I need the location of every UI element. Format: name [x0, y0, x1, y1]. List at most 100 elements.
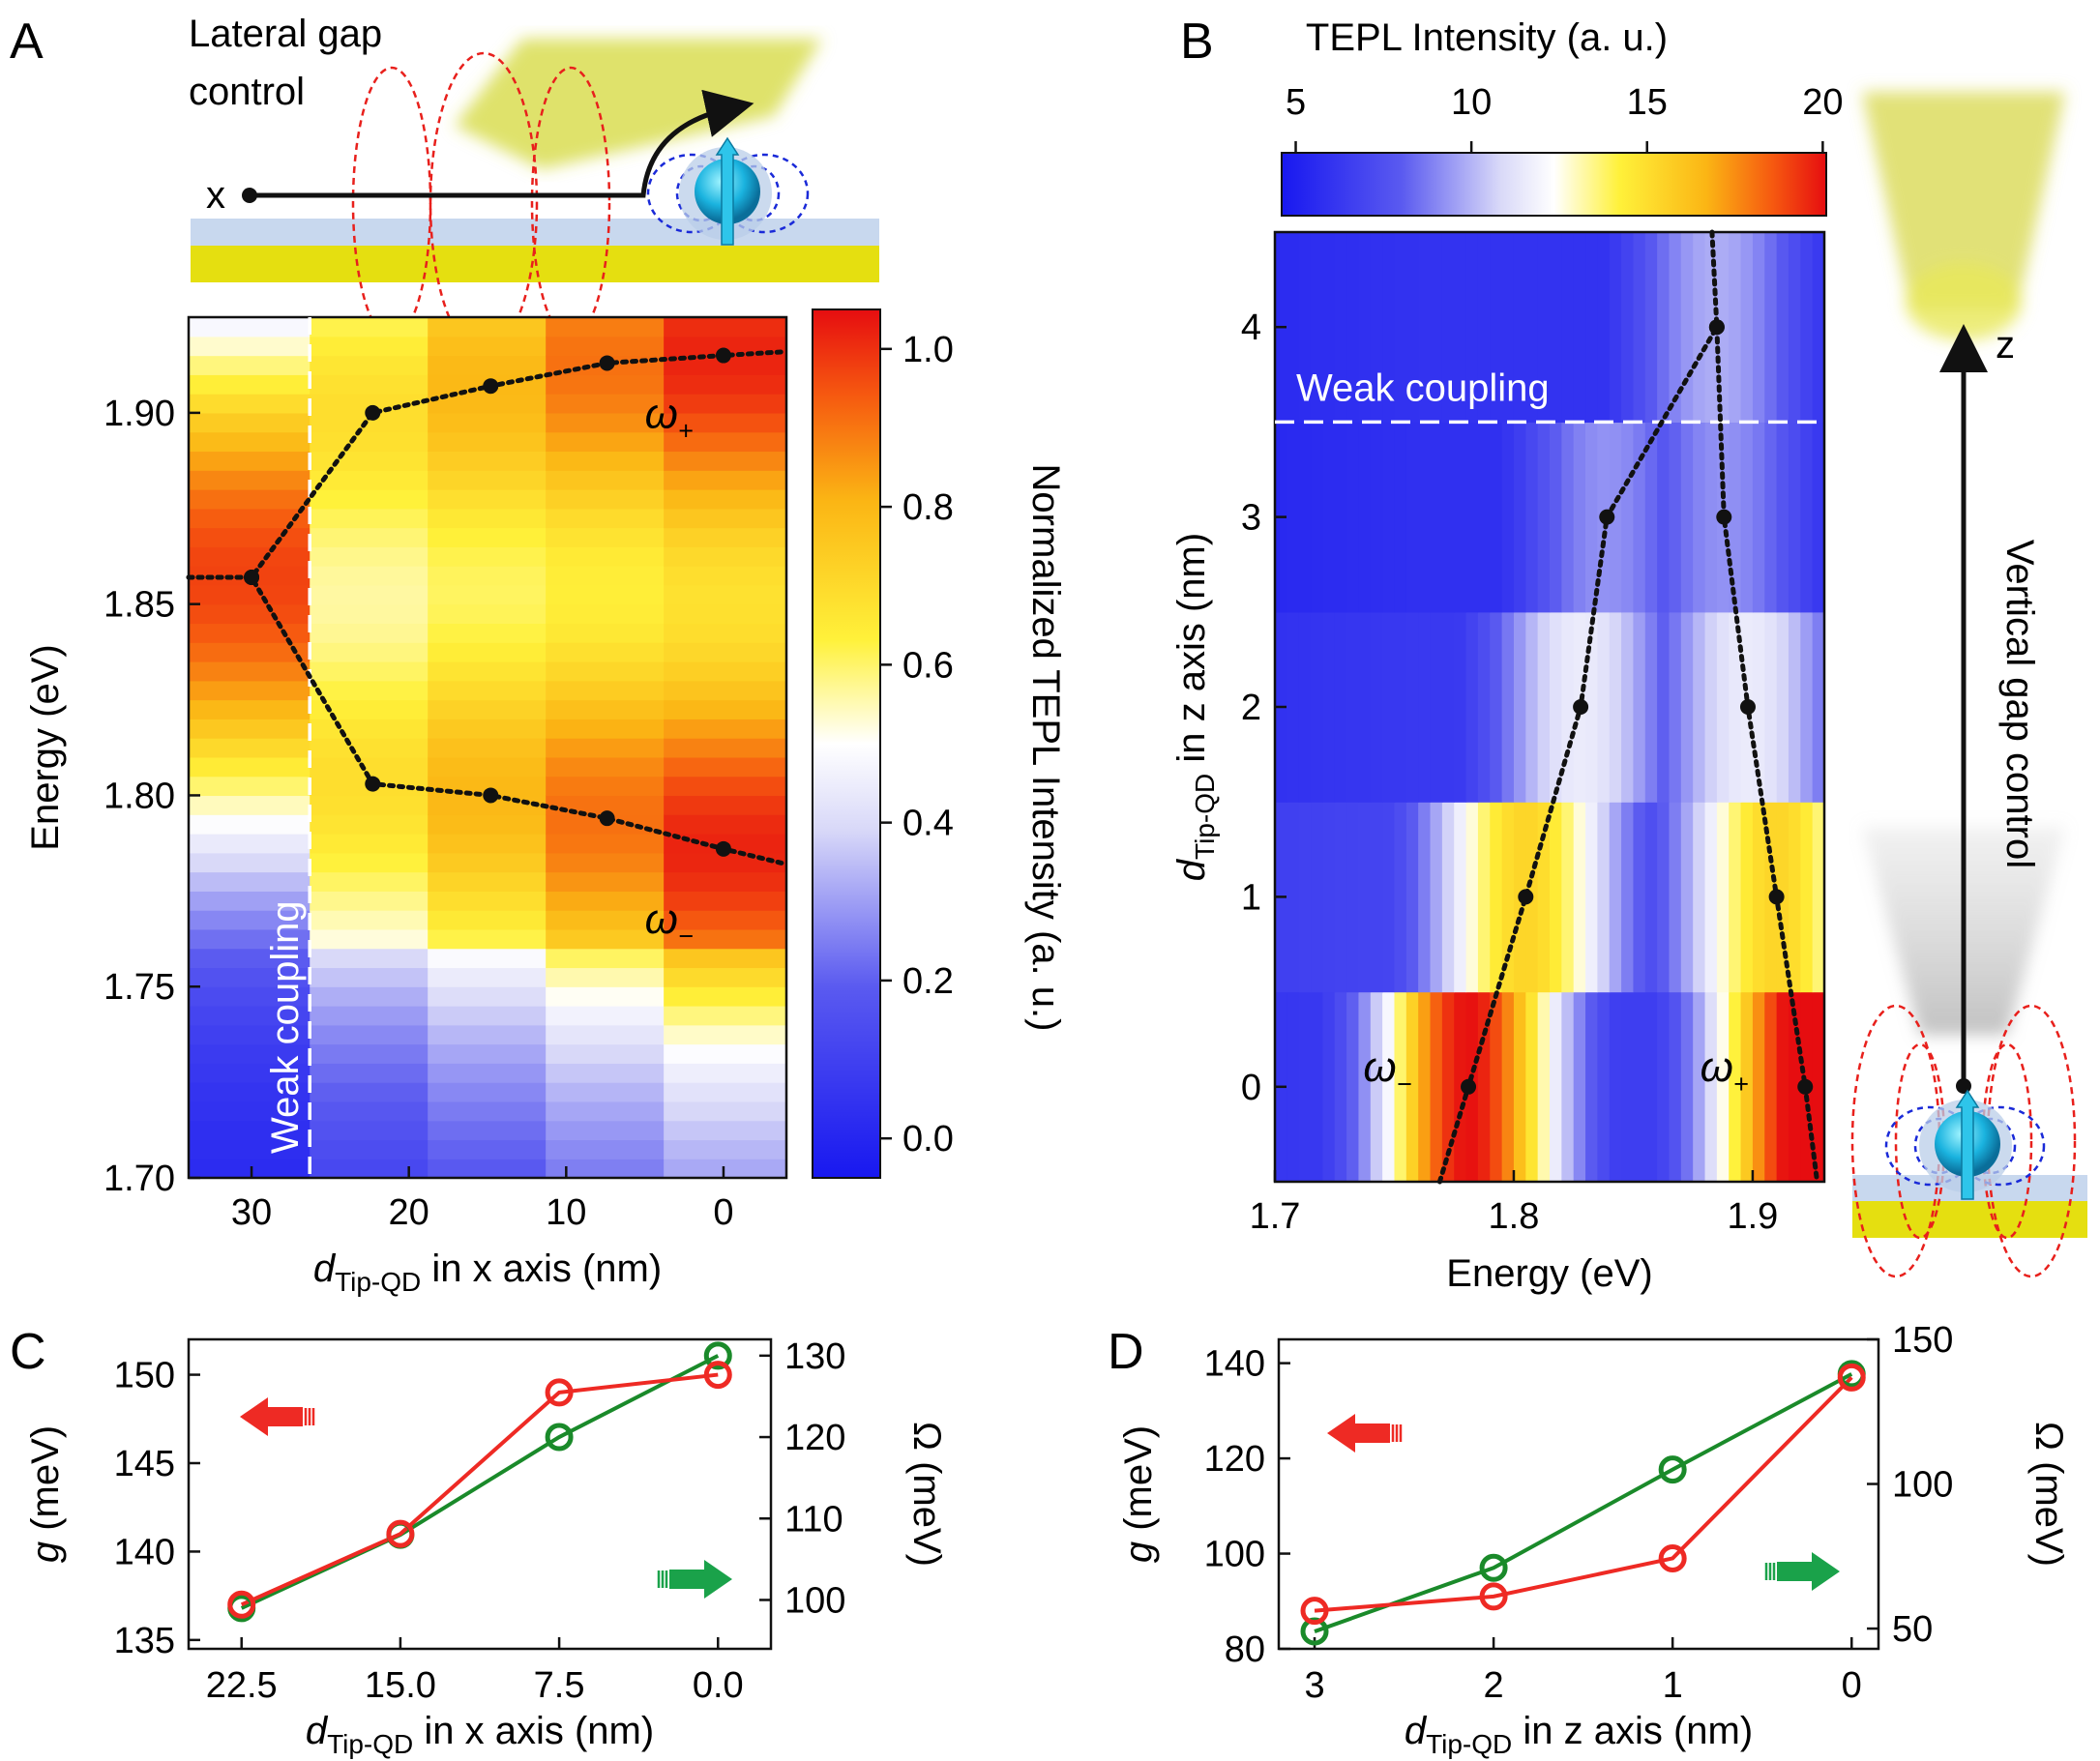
heatmap-cell	[310, 1120, 429, 1141]
heatmap-cell	[1788, 611, 1801, 803]
omega-plus-label-b: ω+	[1701, 1043, 1749, 1099]
heatmap-cell	[1430, 802, 1443, 993]
heatmap-cell	[1298, 802, 1312, 993]
data-point	[1716, 509, 1732, 525]
heatmap-cell	[1561, 232, 1575, 423]
heatmap-cell	[189, 1043, 311, 1064]
heatmap-cell	[1418, 611, 1432, 803]
heatmap-cell	[1418, 232, 1432, 423]
heatmap-cell	[428, 680, 547, 701]
heatmap-cell	[546, 891, 665, 911]
heatmap-cell	[1657, 232, 1671, 423]
heatmap-cell	[546, 871, 665, 892]
heatmap-cell	[189, 928, 311, 950]
heatmap-cell	[1418, 422, 1432, 613]
heatmap-cell	[1609, 232, 1622, 423]
heatmap-cell	[428, 584, 547, 605]
heatmap-cell	[546, 719, 665, 739]
heatmap-cell	[310, 546, 429, 567]
heatmap-cell	[664, 986, 787, 1007]
data-point	[1708, 319, 1725, 336]
heatmap-cell	[664, 891, 787, 911]
heatmap-cell	[1657, 802, 1671, 993]
heatmap-cell	[1788, 802, 1801, 993]
heatmap-cell	[189, 508, 311, 529]
heatmap-cell	[1322, 802, 1336, 993]
y-tick-label: 4	[1241, 308, 1261, 348]
heatmap-cell	[546, 527, 665, 547]
heatmap-cell	[546, 834, 665, 854]
heatmap-cell	[1644, 802, 1658, 993]
heatmap-cell	[1334, 422, 1347, 613]
heatmap-cell	[1311, 422, 1323, 613]
heatmap-cell	[1550, 802, 1562, 993]
heatmap-cell	[546, 1139, 665, 1159]
heatmap-cell	[1633, 991, 1646, 1183]
heatmap-cell	[1764, 611, 1778, 803]
heatmap-cell	[664, 738, 787, 758]
heatmap-cell	[189, 756, 311, 778]
data-point	[1797, 1078, 1814, 1095]
heatmap-cell	[1680, 991, 1694, 1183]
y-tick-label: 0	[1241, 1068, 1261, 1108]
y-tick-label-right: 100	[784, 1580, 845, 1621]
heatmap-cell	[1358, 991, 1372, 1183]
heatmap-cell	[1441, 802, 1455, 993]
x-tick-label: 20	[389, 1192, 429, 1233]
heatmap-cell	[664, 623, 787, 643]
weak-coupling-label-b: Weak coupling	[1296, 367, 1550, 409]
heatmap-cell	[428, 489, 547, 510]
heatmap-cell	[1405, 422, 1419, 613]
heatmap-cell	[546, 412, 665, 433]
y-tick-label-left: 100	[1204, 1535, 1265, 1575]
heatmap-cell	[189, 527, 311, 547]
heatmap-cell	[428, 527, 547, 547]
heatmap-cell	[1669, 611, 1682, 803]
heatmap-cell	[189, 661, 311, 682]
heatmap-cell	[1704, 422, 1718, 613]
heatmap-cell	[546, 852, 665, 873]
heatmap-cell	[1729, 991, 1742, 1183]
heatmap-cell	[1287, 802, 1300, 993]
data-point-g	[1837, 1363, 1866, 1392]
heatmap-cell	[546, 566, 665, 586]
heatmap-cell	[1525, 232, 1539, 423]
heatmap-cell	[189, 1120, 311, 1141]
omega-minus-label-b: ω−	[1363, 1043, 1411, 1099]
tip-icon-vertical	[1862, 92, 2065, 340]
heatmap-cell	[1490, 232, 1503, 423]
heatmap-cell	[546, 699, 665, 719]
heatmap-cell	[428, 928, 547, 950]
heatmap-cell	[1465, 232, 1479, 423]
heatmap-cell	[664, 584, 787, 605]
heatmap-cell	[1405, 991, 1419, 1183]
heatmap-cell	[664, 680, 787, 701]
heatmap-cell	[428, 986, 547, 1007]
heatmap-cell	[189, 814, 311, 835]
heatmap-cell	[1490, 802, 1503, 993]
heatmap-cell	[1537, 991, 1551, 1183]
heatmap-cell	[189, 470, 311, 490]
heatmap-cell	[189, 948, 311, 969]
heatmap-cell	[1776, 422, 1789, 613]
heatmap-cell	[1382, 611, 1396, 803]
heatmap-cell	[664, 603, 787, 625]
heatmap-cell	[1430, 611, 1443, 803]
heatmap-cell	[546, 661, 665, 682]
heatmap-cell	[428, 355, 547, 375]
heatmap-cell	[1322, 422, 1336, 613]
heatmap-cell	[189, 1139, 311, 1159]
heatmap-cell	[189, 412, 311, 433]
heatmap-cell	[546, 680, 665, 701]
heatmap-cell	[1680, 422, 1694, 613]
panel-c-ylabel-right: Ω (meV)	[905, 1422, 948, 1567]
heatmap-cell	[664, 699, 787, 719]
weak-coupling-label-a: Weak coupling	[264, 900, 307, 1154]
heatmap-cell	[1334, 991, 1347, 1183]
heatmap-cell	[1609, 991, 1622, 1183]
heatmap-cell	[1405, 802, 1419, 993]
heatmap-cell	[1311, 991, 1323, 1183]
x-tick-label: 1.9	[1727, 1196, 1778, 1237]
y-tick-label: 1.85	[104, 585, 175, 626]
heatmap-cell	[1418, 802, 1432, 993]
